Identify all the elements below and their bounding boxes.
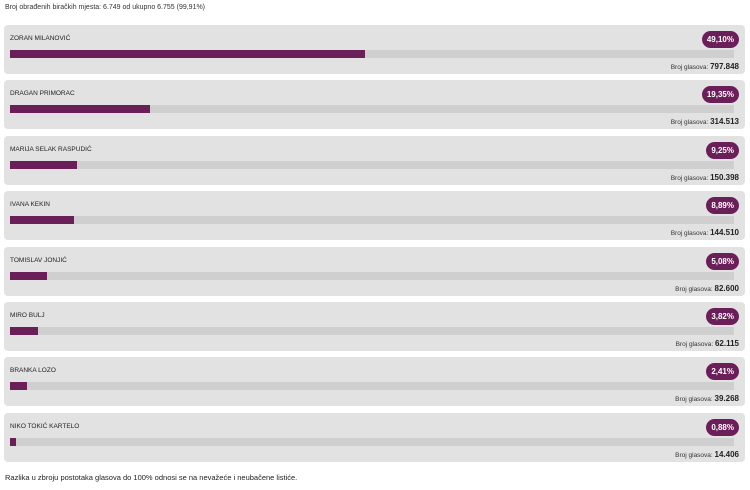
vote-count-value: 150.398 [710,172,739,182]
progress-track [10,50,734,58]
vote-count-label: Broj glasova: [670,64,709,71]
progress-track [10,437,734,446]
percent-badge: 9,25% [706,141,739,159]
processed-stations-note: Broj obrađenih biračkih mjesta: 6.749 od… [5,4,206,11]
progress-fill [10,382,28,391]
candidate-name: DRAGAN PRIMORAC [10,90,75,98]
vote-count-label: Broj glasova: [670,174,709,182]
progress-fill [10,437,17,446]
candidate-card: MARIJA SELAK RASPUDIĆ 9,25% Broj glasova… [4,135,745,185]
vote-count-label: Broj glasova: [670,119,709,127]
progress-track [10,216,734,225]
candidate-card: DRAGAN PRIMORAC 19,35% Broj glasova: 314… [4,80,745,130]
vote-count-label: Broj glasova: [670,230,709,238]
vote-count-label: Broj glasova: [675,340,714,348]
vote-count: Broj glasova: 797.848 [671,62,739,71]
vote-count-value: 82.600 [714,283,739,293]
progress-track [10,382,734,391]
vote-count-value: 62.115 [714,338,739,348]
vote-count: Broj glasova: 82.600 [675,284,739,293]
candidate-name: TOMISLAV JONJIĆ [10,256,67,264]
candidate-name: NIKO TOKIĆ KARTELO [10,422,80,430]
vote-count: Broj glasova: 144.510 [671,228,739,237]
percent-badge: 5,08% [706,252,739,270]
percent-badge: 8,89% [706,197,739,215]
candidate-card: TOMISLAV JONJIĆ 5,08% Broj glasova: 82.6… [4,246,745,296]
candidate-results-list: ZORAN MILANOVIĆ 49,10% Broj glasova: 797… [4,25,745,468]
candidate-name: IVANA KEKIN [10,201,50,209]
vote-count-label: Broj glasova: [675,451,713,459]
vote-count-label: Broj glasova: [675,396,713,404]
vote-count: Broj glasova: 62.115 [676,339,739,348]
vote-count: Broj glasova: 39.268 [675,394,739,403]
candidate-name: MIRO BULJ [10,311,45,319]
vote-count: Broj glasova: 150.398 [671,173,739,182]
percent-badge: 19,35% [701,86,739,104]
progress-track [10,326,734,335]
candidate-card: IVANA KEKIN 8,89% Broj glasova: 144.510 [4,191,745,241]
progress-fill [10,326,38,335]
candidate-card: MIRO BULJ 3,82% Broj glasova: 62.115 [4,301,745,351]
vote-count-label: Broj glasova: [675,285,713,293]
progress-track [10,160,734,169]
progress-track [10,271,734,280]
vote-count: Broj glasova: 314.513 [671,117,739,126]
percent-badge: 49,10% [701,31,739,48]
candidate-card: ZORAN MILANOVIĆ 49,10% Broj glasova: 797… [4,25,745,74]
percent-badge: 2,41% [706,363,739,381]
candidate-card: NIKO TOKIĆ KARTELO 0,88% Broj glasova: 1… [4,412,745,462]
percent-badge: 0,88% [706,418,739,436]
progress-fill [10,271,47,280]
progress-track [10,105,734,114]
vote-count-value: 314.513 [710,117,739,127]
vote-count-value: 144.510 [710,228,739,238]
candidate-name: MARIJA SELAK RASPUDIĆ [10,145,92,153]
vote-count-value: 797.848 [710,62,739,71]
progress-fill [10,216,75,225]
vote-count: Broj glasova: 14.406 [675,450,739,459]
candidate-name: ZORAN MILANOVIĆ [10,35,71,42]
progress-fill [10,50,366,58]
percent-badge: 3,82% [706,307,739,325]
progress-fill [10,105,151,114]
candidate-name: BRANKA LOZO [10,367,56,375]
candidate-card: BRANKA LOZO 2,41% Broj glasova: 39.268 [4,357,745,407]
vote-count-value: 14.406 [714,449,739,459]
progress-fill [10,160,77,169]
footer-note: Razlika u zbroju postotaka glasova do 10… [5,473,298,482]
vote-count-value: 39.268 [714,394,739,404]
